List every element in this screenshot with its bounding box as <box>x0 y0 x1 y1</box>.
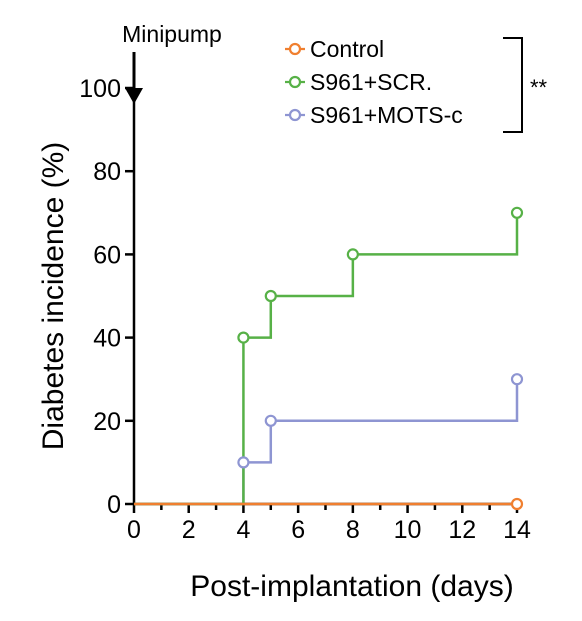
legend-label: S961+SCR. <box>310 69 432 95</box>
y-axis-title: Diabetes incidence (%) <box>37 142 70 450</box>
series-marker-0 <box>510 497 524 511</box>
y-tick-label: 100 <box>79 75 121 103</box>
x-tick-label: 14 <box>503 516 531 544</box>
x-tick-label: 2 <box>182 516 196 544</box>
y-tick-label: 60 <box>93 241 121 269</box>
legend-swatch-marker <box>288 42 302 56</box>
legend-swatch-marker <box>288 108 302 122</box>
series-marker-2 <box>510 373 524 386</box>
y-tick-label: 40 <box>93 325 121 353</box>
x-tick-label: 6 <box>291 516 305 544</box>
series-marker-1 <box>510 206 524 219</box>
series-marker-1 <box>237 331 250 344</box>
legend-label: Control <box>310 36 384 62</box>
x-tick-label: 4 <box>236 516 250 544</box>
y-tick-label: 80 <box>93 158 121 186</box>
x-tick-label: 10 <box>394 516 422 544</box>
x-axis-title: Post-implantation (days) <box>190 570 513 603</box>
series-line-1 <box>134 212 519 506</box>
significance-bracket <box>503 37 523 133</box>
y-tick-label: 0 <box>107 491 121 519</box>
significance-label: ** <box>530 75 548 100</box>
x-tick-label: 0 <box>127 516 141 544</box>
series-marker-1 <box>346 248 359 261</box>
legend: Control S961+SCR. S961+MOTS-c <box>285 36 463 128</box>
legend-label: S961+MOTS-c <box>310 102 463 128</box>
y-tick-label: 20 <box>93 408 121 436</box>
series-marker-2 <box>237 456 250 469</box>
x-tick-label: 8 <box>346 516 360 544</box>
x-tick-label: 12 <box>448 516 476 544</box>
series-marker-1 <box>264 289 277 303</box>
minipump-label: Minipump <box>122 21 222 47</box>
series-marker-2 <box>264 414 277 427</box>
series-line-2 <box>134 379 519 506</box>
legend-swatch-marker <box>288 75 302 89</box>
